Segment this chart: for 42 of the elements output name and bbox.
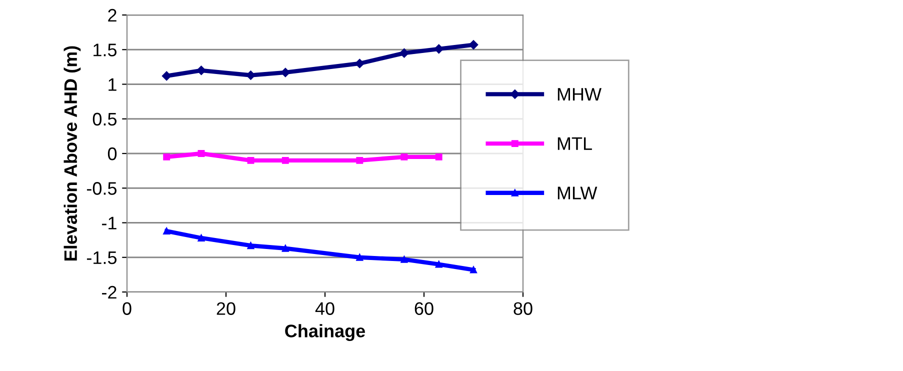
y-tick-label: -1.5	[86, 251, 117, 264]
point	[468, 40, 478, 50]
y-tick-label: -2	[102, 286, 116, 299]
point	[198, 234, 205, 242]
point	[282, 156, 289, 164]
x-axis-title: Chainage	[285, 324, 366, 342]
point	[400, 256, 408, 263]
point	[196, 66, 206, 76]
point	[163, 153, 170, 160]
point	[434, 44, 444, 54]
y-tick-label: 0.5	[92, 112, 117, 126]
x-tick-label: 20	[216, 302, 236, 315]
point	[198, 150, 205, 157]
line-series	[163, 228, 477, 274]
y-axis-title: Elevation Above AHD (m)	[64, 46, 81, 260]
x-tick-label: 60	[414, 302, 434, 315]
point	[282, 244, 289, 252]
x-tick-label: 80	[514, 302, 532, 315]
legend-label: MTL	[558, 137, 592, 150]
point	[470, 266, 477, 274]
point	[435, 153, 442, 160]
point	[163, 228, 170, 235]
point	[280, 68, 290, 78]
legend-label: MLW	[558, 186, 598, 200]
point	[356, 254, 364, 261]
y-tick-label: -0.5	[86, 182, 117, 195]
y-tick-label: 0	[108, 147, 117, 160]
point	[162, 71, 172, 81]
point	[435, 260, 442, 268]
point	[356, 156, 364, 164]
y-tick-label: 1	[108, 78, 116, 91]
point	[400, 153, 408, 160]
point	[400, 48, 409, 58]
x-tick-label: 0	[122, 302, 132, 315]
legend-label: MHW	[558, 88, 602, 101]
point	[247, 156, 254, 164]
x-tick-label: 40	[315, 302, 334, 315]
y-tick-label: 2	[108, 8, 116, 22]
point	[355, 58, 364, 68]
y-tick-label: -1	[102, 216, 116, 230]
point	[247, 242, 254, 250]
y-tick-label: 1.5	[94, 44, 117, 56]
